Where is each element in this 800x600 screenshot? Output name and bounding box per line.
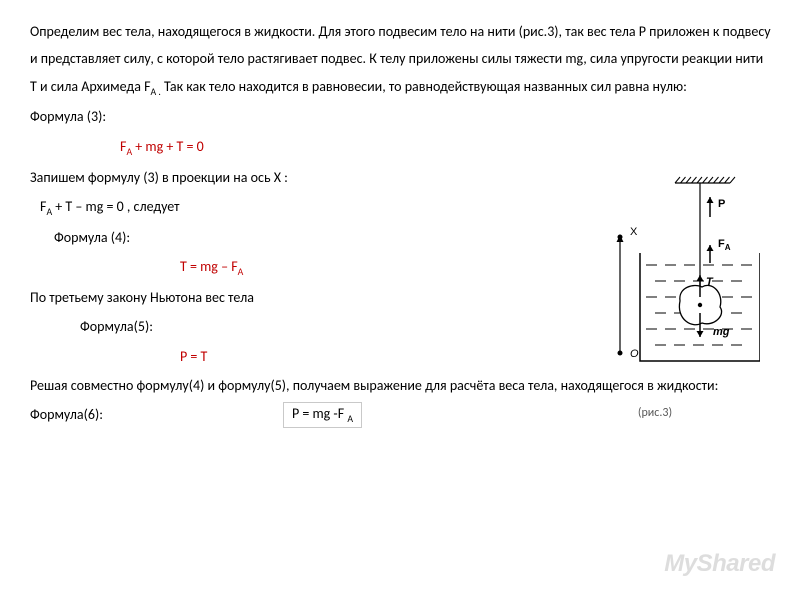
watermark: MyShared bbox=[664, 541, 775, 588]
f6-sub: A bbox=[347, 412, 353, 424]
figure-caption: (рис.3) bbox=[550, 402, 760, 425]
f3-tail: + mg + T = 0 bbox=[132, 138, 204, 155]
svg-text:X: X bbox=[630, 226, 638, 238]
document-page: Определим вес тела, находящегося в жидко… bbox=[0, 0, 800, 600]
intro-paragraph: Определим вес тела, находящегося в жидко… bbox=[30, 18, 772, 101]
intro-tail: Так как тело находится в равновесии, то … bbox=[161, 78, 687, 95]
figure-3: PFATmgXO (рис.3) bbox=[550, 175, 760, 425]
svg-text:FA: FA bbox=[718, 238, 731, 252]
f4-sub: A bbox=[238, 266, 244, 278]
formula6-label: Формула(6): bbox=[30, 401, 103, 428]
formula3: FA + mg + T = 0 bbox=[30, 133, 772, 162]
svg-text:mg: mg bbox=[713, 326, 730, 338]
figure-svg: PFATmgXO bbox=[550, 175, 760, 385]
f6-pre: P = mg -F bbox=[292, 405, 347, 422]
formula3-label: Формула (3): bbox=[30, 103, 772, 130]
f3a-tail: + T – mg = 0 , следует bbox=[52, 198, 179, 215]
f4-pre: T = mg – F bbox=[180, 258, 238, 275]
svg-text:P: P bbox=[718, 198, 725, 210]
svg-text:O: O bbox=[630, 348, 639, 360]
intro-sub: A . bbox=[151, 85, 161, 97]
formula6-box: P = mg -F A bbox=[283, 402, 362, 429]
